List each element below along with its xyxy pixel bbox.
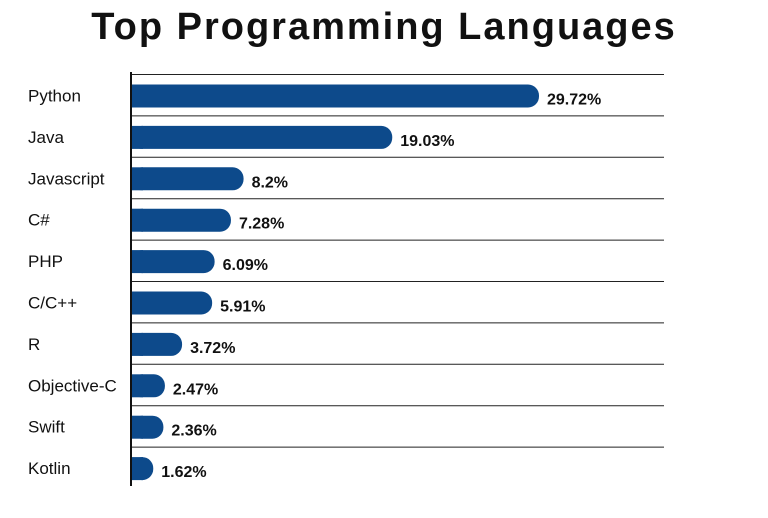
- value-label: 19.03%: [400, 133, 454, 150]
- value-label: 3.72%: [190, 340, 235, 357]
- category-label: Javascript: [28, 169, 105, 188]
- bar: [131, 332, 183, 356]
- category-label: Objective-C: [28, 376, 117, 395]
- category-label: Kotlin: [28, 459, 71, 478]
- value-label: 5.91%: [220, 299, 265, 316]
- bar: [131, 208, 231, 232]
- bar-base: [131, 167, 143, 191]
- bar-base: [131, 208, 143, 232]
- bar: [131, 125, 393, 149]
- bar-base: [131, 332, 143, 356]
- category-label: Java: [28, 128, 64, 147]
- value-label: 29.72%: [547, 92, 601, 109]
- bar-base: [131, 125, 143, 149]
- value-label: 2.36%: [171, 423, 216, 440]
- chart-title: Top Programming Languages: [91, 6, 677, 48]
- category-labels: Python Java Javascript C# PHP C/C++ R Objective…: [28, 87, 117, 479]
- bar-base: [131, 250, 143, 274]
- category-label: PHP: [28, 252, 63, 271]
- value-label: 2.47%: [173, 381, 218, 398]
- bar-base: [131, 374, 143, 398]
- category-label: C/C++: [28, 294, 77, 313]
- value-labels: 29.72% 19.03% 8.2% 7.28% 6.09% 5.91% 3.72% 2.47…: [161, 92, 601, 482]
- category-label: C#: [28, 211, 50, 230]
- bar-base: [131, 291, 143, 315]
- value-label: 1.62%: [161, 464, 206, 481]
- bar-base: [131, 457, 143, 481]
- bar-base: [131, 84, 143, 108]
- category-label: Swift: [28, 418, 65, 437]
- bar: [131, 167, 244, 191]
- bar: [131, 250, 215, 274]
- category-label: Python: [28, 87, 81, 106]
- category-label: R: [28, 335, 40, 354]
- gridlines: [131, 74, 664, 448]
- bars: [131, 84, 539, 481]
- bar: [131, 291, 213, 315]
- bar: [131, 84, 539, 108]
- bar-base: [131, 415, 143, 439]
- value-label: 7.28%: [239, 216, 284, 233]
- value-label: 8.2%: [252, 174, 288, 191]
- value-label: 6.09%: [223, 257, 268, 274]
